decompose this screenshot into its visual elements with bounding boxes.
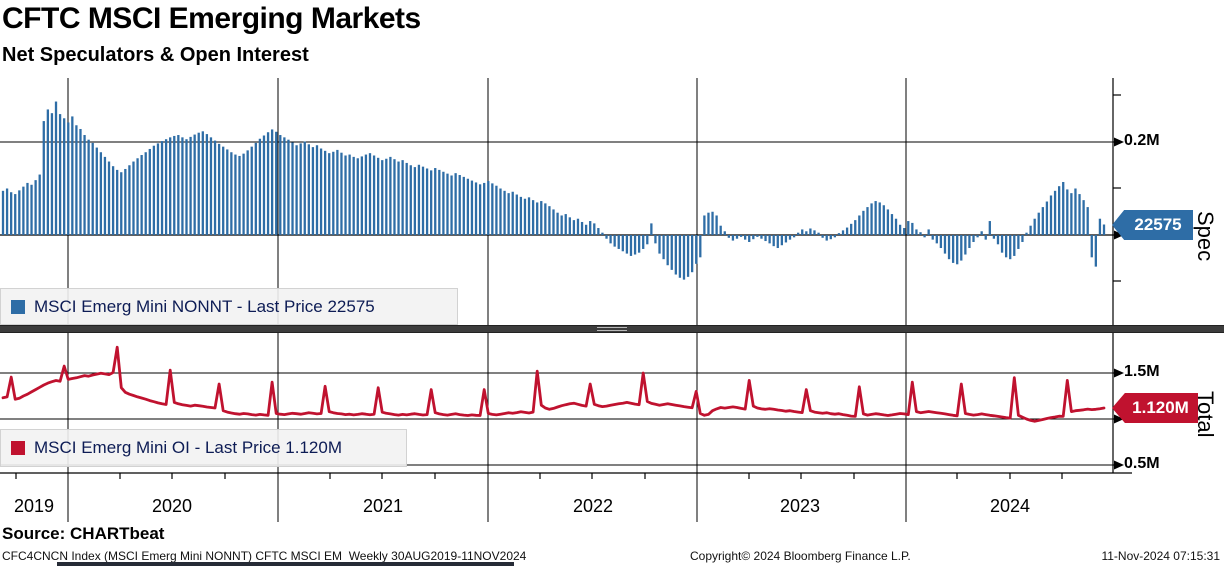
- spec-last-price-tag: 22575: [1112, 210, 1193, 240]
- page-title: CFTC MSCI Emerging Markets: [2, 2, 421, 35]
- panel-divider-drag-handle-icon[interactable]: [597, 327, 627, 331]
- oi-legend-swatch-icon: [11, 441, 25, 455]
- spec-ytick-0-2m: 0.2M: [1124, 132, 1160, 149]
- footer-copyright: Copyright© 2024 Bloomberg Finance L.P.: [690, 549, 911, 563]
- panel-divider: [0, 325, 1224, 333]
- footer-ticker-info: CFC4CNCN Index (MSCI Emerg Mini NONNT) C…: [2, 549, 527, 563]
- x-year-2020: 2020: [151, 496, 193, 516]
- x-year-2019: 2019: [13, 496, 55, 516]
- page-subtitle: Net Speculators & Open Interest: [2, 44, 309, 66]
- footer-timestamp: 11-Nov-2024 07:15:31: [1101, 549, 1220, 563]
- spec-axis-title: Spec: [1193, 210, 1218, 262]
- total-ytick-0-5m: 0.5M: [1124, 455, 1160, 472]
- nonnt-legend-swatch-icon: [11, 299, 25, 314]
- source-line: Source: CHARTbeat: [2, 524, 165, 543]
- legend-nonnt[interactable]: MSCI Emerg Mini NONNT - Last Price 22575: [0, 288, 458, 325]
- total-ytick-1-5m: 1.5M: [1124, 363, 1160, 380]
- x-year-2023: 2023: [779, 496, 821, 516]
- bottom-edge-artifact: [57, 562, 514, 566]
- x-year-2022: 2022: [572, 496, 614, 516]
- oi-last-price-tag: 1.120M: [1112, 393, 1198, 423]
- legend-oi[interactable]: MSCI Emerg Mini OI - Last Price 1.120M: [0, 429, 407, 467]
- x-year-2024: 2024: [989, 496, 1031, 516]
- nonnt-legend-label: MSCI Emerg Mini NONNT - Last Price 22575: [34, 296, 375, 316]
- oi-legend-label: MSCI Emerg Mini OI - Last Price 1.120M: [34, 438, 342, 457]
- x-year-2021: 2021: [362, 496, 404, 516]
